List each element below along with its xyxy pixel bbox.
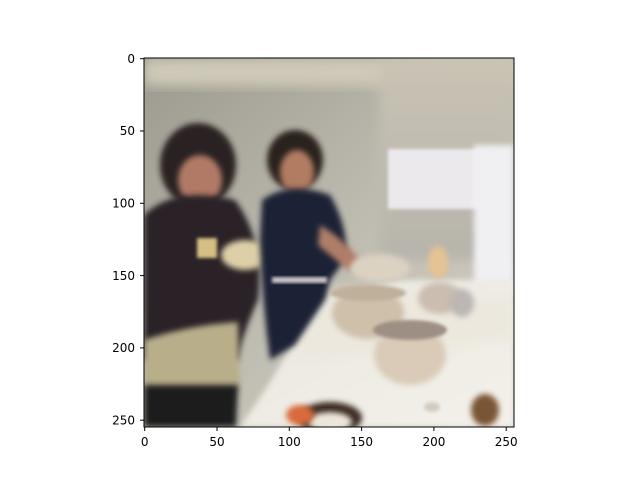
y-tick-label: 200: [112, 341, 135, 355]
y-tick-label: 0: [127, 52, 135, 66]
x-tick-label: 0: [141, 435, 149, 449]
x-tick-label: 150: [350, 435, 373, 449]
y-tick-label: 100: [112, 197, 135, 211]
axes-frame: [143, 57, 515, 428]
x-tick-label: 200: [422, 435, 445, 449]
x-tick-label: 50: [209, 435, 224, 449]
y-axis: 0 50 100 150 200 250: [112, 52, 144, 428]
x-tick-label: 250: [495, 435, 518, 449]
x-axis: 0 50 100 150 200 250: [141, 427, 518, 449]
y-tick-label: 50: [120, 124, 135, 138]
y-tick-label: 150: [112, 269, 135, 283]
y-tick-label: 250: [112, 414, 135, 428]
x-tick-label: 100: [278, 435, 301, 449]
photo-image: [144, 58, 514, 427]
